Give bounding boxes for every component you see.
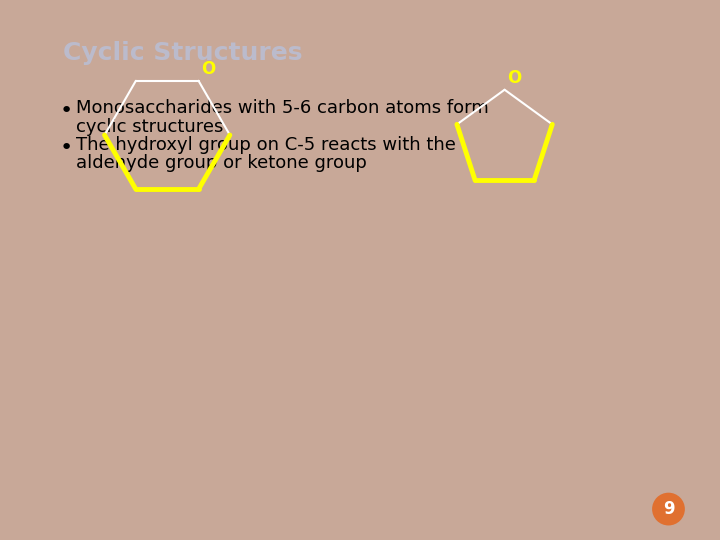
Text: cyclic structures: cyclic structures (76, 118, 223, 136)
Text: O: O (202, 60, 216, 78)
Circle shape (652, 492, 685, 525)
Text: aldehyde group or ketone group: aldehyde group or ketone group (76, 154, 366, 172)
Text: •: • (59, 102, 73, 122)
Text: The hydroxyl group on C-5 reacts with the: The hydroxyl group on C-5 reacts with th… (76, 136, 456, 154)
Text: 9: 9 (662, 500, 675, 518)
Text: O: O (508, 69, 522, 87)
Text: Cyclic Structures: Cyclic Structures (63, 40, 302, 65)
Text: Monosaccharides with 5-6 carbon atoms form: Monosaccharides with 5-6 carbon atoms fo… (76, 99, 488, 117)
Text: •: • (59, 138, 73, 158)
